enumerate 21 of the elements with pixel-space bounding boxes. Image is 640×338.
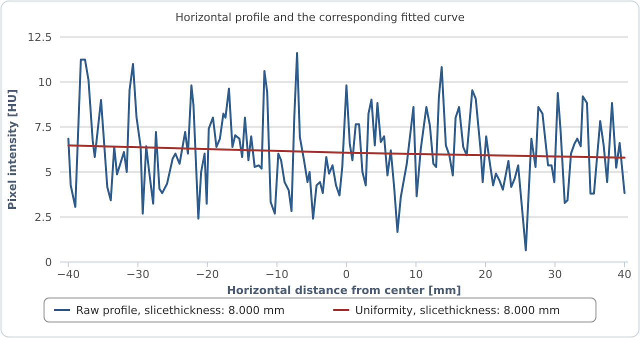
x-axis-title: Horizontal distance from center [mm] <box>226 284 462 297</box>
legend-label: Raw profile, slicethickness: 8.000 mm <box>76 304 285 317</box>
x-tick-label: −40 <box>56 268 80 281</box>
y-axis-title: Pixel intensity [HU] <box>6 89 19 210</box>
chart-title: Horizontal profile and the corresponding fitted curve <box>175 11 465 24</box>
x-tick-label: −30 <box>126 268 150 281</box>
legend-label: Uniformity, slicethickness: 8.000 mm <box>355 304 560 317</box>
y-tick-label: 2.5 <box>34 211 52 224</box>
y-tick-label: 10 <box>38 76 52 89</box>
y-tick-label: 5 <box>45 166 52 179</box>
x-tick-label: −10 <box>265 268 289 281</box>
x-tick-label: −20 <box>196 268 219 281</box>
line-series <box>67 52 626 252</box>
x-tick-label: 10 <box>408 268 423 281</box>
y-tick-label: 12.5 <box>28 31 52 44</box>
x-tick-label: 20 <box>478 268 492 281</box>
x-tick-label: 40 <box>618 268 632 281</box>
y-tick-label: 7.5 <box>34 121 52 134</box>
y-tick-label: 0 <box>45 256 52 269</box>
x-tick-label: 30 <box>548 268 562 281</box>
x-tick-label: 0 <box>342 268 350 281</box>
